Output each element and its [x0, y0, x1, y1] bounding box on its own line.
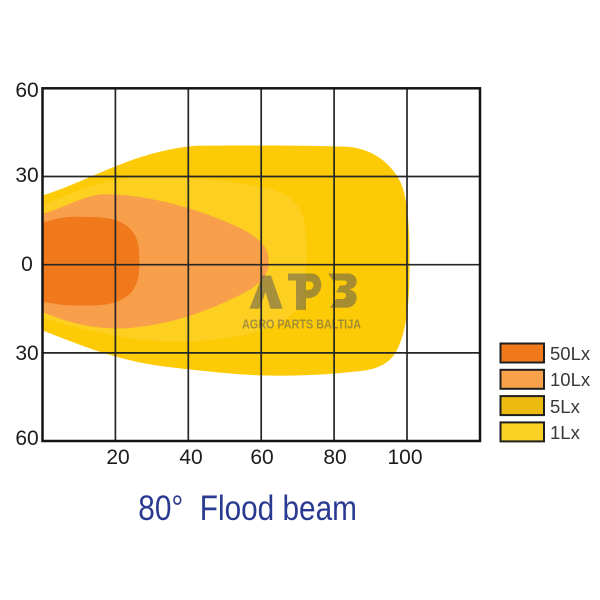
svg-text:AGRO PARTS BALTIJA: AGRO PARTS BALTIJA [242, 317, 362, 332]
